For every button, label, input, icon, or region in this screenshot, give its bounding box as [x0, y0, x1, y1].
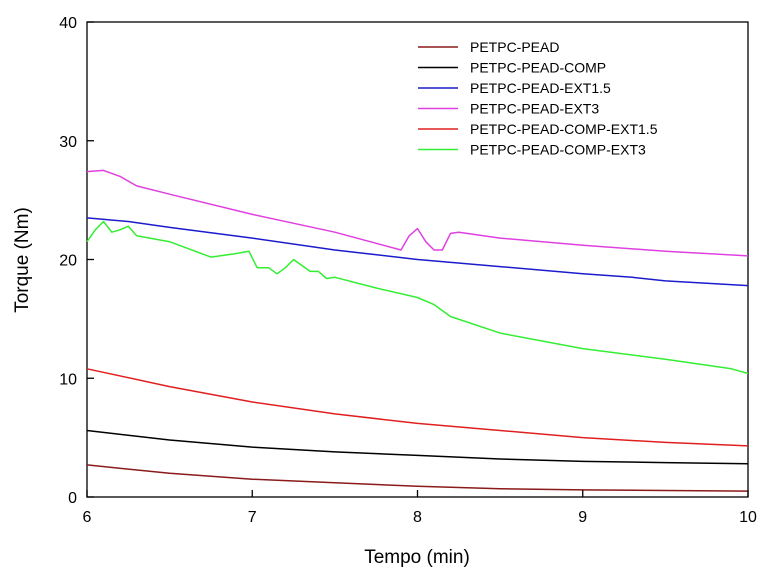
- x-axis-label: Tempo (min): [364, 547, 470, 568]
- legend: PETPC-PEAD PETPC-PEAD-COMP PETPC-PEAD-EXT1…: [418, 39, 658, 158]
- series-line-petpc-pead-ext3: [86, 169, 749, 257]
- series-line-petpc-pead-ext1-5: [86, 217, 749, 287]
- series-line-petpc-pead-comp: [86, 429, 749, 465]
- y-tick-label: 10: [59, 371, 77, 388]
- x-tick-label: 9: [578, 509, 587, 526]
- x-tick-label: 8: [413, 509, 422, 526]
- series-line-petpc-pead-comp-ext1-5: [86, 368, 749, 447]
- legend-label: PETPC-PEAD-EXT3: [470, 101, 599, 117]
- series-line-petpc-pead: [86, 464, 749, 492]
- x-tick-label: 7: [248, 509, 257, 526]
- series-line-petpc-pead-comp-ext3: [86, 220, 749, 375]
- legend-label: PETPC-PEAD-COMP-EXT3: [470, 142, 646, 158]
- legend-label: PETPC-PEAD-COMP: [470, 60, 606, 76]
- y-tick-label: 0: [68, 490, 77, 507]
- legend-label: PETPC-PEAD-COMP-EXT1.5: [470, 121, 658, 137]
- tick-layer: 6 7 8 9 10 0 10 20 30 40: [59, 15, 757, 526]
- series-layer: [86, 169, 749, 492]
- legend-label: PETPC-PEAD-EXT1.5: [470, 80, 611, 96]
- y-tick-label: 40: [59, 15, 77, 32]
- y-axis-label: Torque (Nm): [12, 207, 33, 313]
- x-tick-label: 10: [739, 509, 757, 526]
- y-tick-label: 20: [59, 253, 77, 270]
- legend-label: PETPC-PEAD: [470, 39, 559, 55]
- x-tick-label: 6: [83, 509, 92, 526]
- y-tick-label: 30: [59, 134, 77, 151]
